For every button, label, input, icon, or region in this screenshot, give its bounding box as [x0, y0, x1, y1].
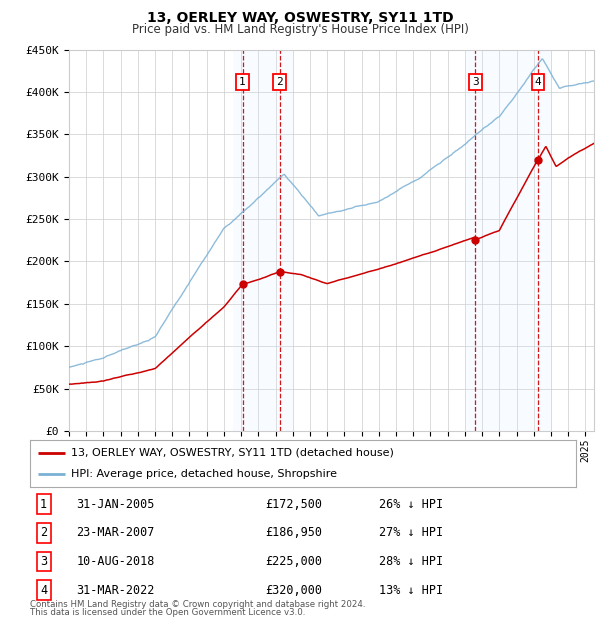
Text: 31-JAN-2005: 31-JAN-2005	[76, 498, 155, 511]
Bar	[233, 50, 293, 431]
Text: This data is licensed under the Open Government Licence v3.0.: This data is licensed under the Open Gov…	[30, 608, 305, 617]
Text: Price paid vs. HM Land Registry's House Price Index (HPI): Price paid vs. HM Land Registry's House …	[131, 23, 469, 36]
Text: 10-AUG-2018: 10-AUG-2018	[76, 555, 155, 568]
Text: 4: 4	[535, 77, 541, 87]
Text: 3: 3	[40, 555, 47, 568]
Bar	[465, 50, 551, 431]
Text: £186,950: £186,950	[265, 526, 322, 539]
Text: 4: 4	[40, 583, 47, 596]
Text: 27% ↓ HPI: 27% ↓ HPI	[379, 526, 443, 539]
Text: £320,000: £320,000	[265, 583, 322, 596]
Text: 1: 1	[239, 77, 246, 87]
Text: HPI: Average price, detached house, Shropshire: HPI: Average price, detached house, Shro…	[71, 469, 337, 479]
Text: 26% ↓ HPI: 26% ↓ HPI	[379, 498, 443, 511]
Text: 13% ↓ HPI: 13% ↓ HPI	[379, 583, 443, 596]
Text: 28% ↓ HPI: 28% ↓ HPI	[379, 555, 443, 568]
Text: £225,000: £225,000	[265, 555, 322, 568]
Text: 2: 2	[40, 526, 47, 539]
Text: 1: 1	[40, 498, 47, 511]
Text: 3: 3	[472, 77, 479, 87]
Text: 13, OERLEY WAY, OSWESTRY, SY11 1TD (detached house): 13, OERLEY WAY, OSWESTRY, SY11 1TD (deta…	[71, 448, 394, 458]
Text: 13, OERLEY WAY, OSWESTRY, SY11 1TD: 13, OERLEY WAY, OSWESTRY, SY11 1TD	[146, 11, 454, 25]
Text: 31-MAR-2022: 31-MAR-2022	[76, 583, 155, 596]
Text: 23-MAR-2007: 23-MAR-2007	[76, 526, 155, 539]
Text: £172,500: £172,500	[265, 498, 322, 511]
Text: Contains HM Land Registry data © Crown copyright and database right 2024.: Contains HM Land Registry data © Crown c…	[30, 600, 365, 609]
Text: 2: 2	[276, 77, 283, 87]
